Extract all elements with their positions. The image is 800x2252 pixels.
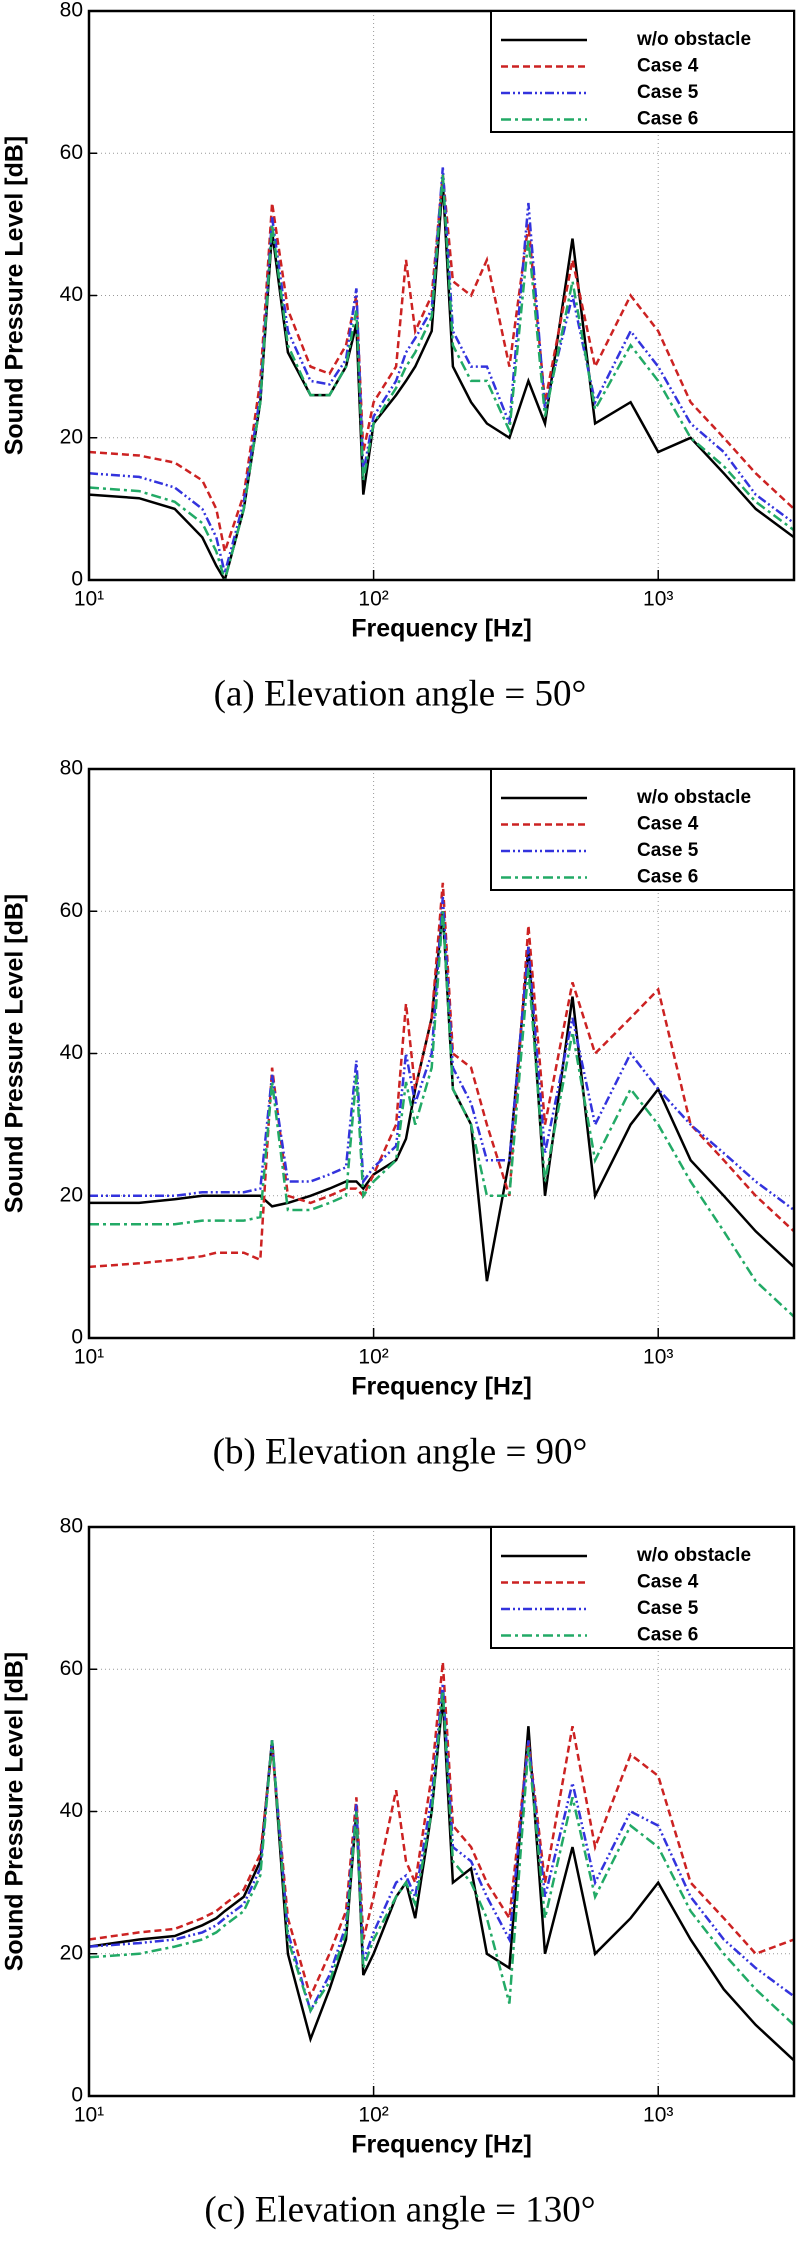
y-tick-label: 20 [60, 1941, 83, 1964]
series-line [89, 896, 794, 1212]
legend-label: Case 6 [637, 1625, 698, 1646]
series-line [89, 167, 794, 574]
y-axis-label: Sound Pressure Level [dB] [1, 894, 29, 1214]
series-line [89, 174, 794, 580]
legend-label: Case 5 [637, 840, 699, 861]
y-tick-label: 20 [60, 425, 83, 448]
x-tick-label: 10² [358, 588, 388, 611]
y-axis-label: Sound Pressure Level [dB] [1, 136, 29, 456]
y-tick-label: 40 [60, 1041, 83, 1064]
series-line [89, 174, 794, 557]
x-tick-label: 10² [358, 2104, 388, 2127]
legend-box [490, 768, 795, 891]
x-tick-label: 10² [358, 1346, 388, 1369]
x-tick-label: 10¹ [74, 1346, 104, 1369]
chart-panel: 0 20 40 60 80 10¹ 10² 10³ w/o obstacle Case 4 Case… [1, 1515, 796, 2230]
series-line [89, 882, 794, 1269]
legend-label: Case 4 [637, 1572, 699, 1593]
x-tick-label: 10¹ [74, 588, 104, 611]
y-tick-label: 0 [71, 2084, 83, 2107]
x-axis-label: Frequency [Hz] [351, 2131, 532, 2159]
x-tick-label: 10³ [643, 1346, 673, 1369]
plot-frame [87, 767, 796, 1340]
legend-label: w/o obstacle [636, 787, 751, 808]
y-tick-label: 60 [60, 141, 83, 164]
chart-caption: (a) Elevation angle = 50° [214, 673, 587, 714]
y-tick-label: 80 [60, 0, 83, 22]
x-tick-label: 10³ [643, 2104, 673, 2127]
legend-label: Case 4 [637, 56, 699, 77]
legend-box [490, 10, 795, 133]
series-line [89, 911, 794, 1318]
series-line [89, 181, 794, 580]
y-axis-label: Sound Pressure Level [dB] [1, 1652, 29, 1972]
legend-label: Case 5 [637, 1598, 699, 1619]
y-tick-label: 80 [60, 757, 83, 780]
y-tick-label: 40 [60, 283, 83, 306]
plot-frame [87, 9, 796, 582]
x-axis-label: Frequency [Hz] [351, 1373, 532, 1401]
chart-panel: 0 20 40 60 80 10¹ 10² 10³ w/o obstacle Case 4 Case… [1, 757, 796, 1472]
series-line [89, 1690, 794, 2026]
legend-label: Case 5 [637, 82, 699, 103]
y-tick-label: 60 [60, 1657, 83, 1680]
legend-label: Case 4 [637, 814, 699, 835]
y-tick-label: 0 [71, 1326, 83, 1349]
legend-box [490, 1526, 795, 1649]
y-tick-label: 20 [60, 1183, 83, 1206]
x-axis-label: Frequency [Hz] [351, 615, 532, 643]
x-tick-label: 10¹ [74, 2104, 104, 2127]
series-line [89, 911, 794, 1282]
y-tick-label: 80 [60, 1515, 83, 1538]
legend-label: w/o obstacle [636, 1545, 751, 1566]
chart-panel: 0 20 40 60 80 10¹ 10² 10³ w/o obstacle Case 4 Case… [1, 0, 796, 714]
series-line [89, 1661, 794, 2001]
legend-label: w/o obstacle [636, 29, 751, 50]
chart-caption: (c) Elevation angle = 130° [204, 2189, 595, 2230]
legend-label: Case 6 [637, 867, 698, 888]
chart-caption: (b) Elevation angle = 90° [213, 1431, 588, 1472]
x-tick-label: 10³ [643, 588, 673, 611]
y-tick-label: 60 [60, 899, 83, 922]
y-tick-label: 40 [60, 1799, 83, 1822]
series-line [89, 1683, 794, 2015]
legend-label: Case 6 [637, 109, 698, 130]
plot-frame [87, 1525, 796, 2098]
y-tick-label: 0 [71, 568, 83, 591]
